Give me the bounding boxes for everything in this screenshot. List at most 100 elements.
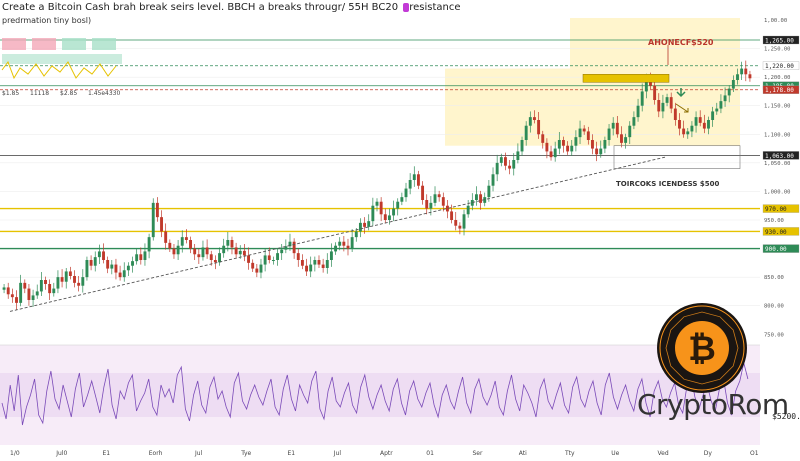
candle-body [736,74,739,80]
candle-body [226,240,230,246]
candle-body [566,145,570,152]
candle-body [168,242,172,249]
x-axis-label: Ser [473,450,484,457]
y-axis-label: 800.00 [764,304,784,310]
candle-body [151,202,155,238]
title-suffix: resistance [409,2,461,13]
candle-body [321,264,325,268]
price-tag-text: 900.00 [765,246,787,253]
price-tag-text: 1,265.00 [765,38,794,45]
indicator-tile [2,38,26,50]
x-axis-label: Aptr [380,450,393,457]
bitcoin-logo-coin [675,321,729,375]
candle-body [690,125,694,132]
candle-body [412,174,416,180]
candle-body [657,100,661,112]
candle-body [595,148,599,155]
candle-body [396,201,400,209]
candle-body [135,254,139,262]
arrow-down-icon [676,88,686,98]
candle-body [89,260,93,266]
candle-body [234,247,238,255]
candle-body [350,237,354,249]
candle-body [110,264,114,269]
x-axis-label: 01 [426,450,434,457]
price-tag-box [762,35,800,45]
candle-body [230,240,234,248]
rsi-line [1,362,749,426]
candle-body [93,257,97,266]
candle-body [68,271,72,276]
candle-body [678,120,681,129]
indicator-tile [92,38,116,50]
x-axis-label: 1/0 [10,450,20,457]
y-axis-label: 1,250.00 [764,47,791,53]
candle-body [533,117,536,120]
indicator-sparkline [1,60,117,80]
candle-body [470,200,474,206]
y-axis-label: 1,100.00 [764,132,791,138]
candle-body [64,271,68,282]
candle-body [719,101,723,109]
x-axis-label: Ue [611,450,619,457]
candle-body [673,108,677,120]
candle-body [342,241,346,246]
candle-body [329,251,333,260]
y-axis-label: 750.00 [764,332,784,338]
candle-body [628,125,632,138]
x-axis-label: Jul0 [55,450,67,457]
y-axis-label: 1,200.00 [764,75,791,81]
annotation-top-label: AHONECF$520 [648,38,714,47]
candle-body [707,120,710,129]
candle-body [416,174,420,186]
y-axis-label: 1,050.00 [764,161,791,167]
x-axis-label: Eorh [149,450,163,457]
candle-body [636,105,640,118]
candle-body [545,142,549,152]
candle-body [611,122,615,129]
candle-body [313,260,317,265]
highlight-zone-top [570,18,740,69]
x-axis-label: Jul [194,450,203,457]
candle-body [404,188,408,198]
candle-body [553,148,557,158]
candle-body [122,270,126,278]
candle-body [740,68,744,75]
candle-body [512,160,516,169]
price-tag-box [762,85,800,94]
price-tag-box [762,151,800,160]
candle-body [425,200,429,209]
candle-body [711,111,715,120]
candle-body [516,151,520,160]
candle-body [731,80,735,89]
candle-body [288,241,292,247]
annotation-mid-label: TOIRCOKS ICENDESS $500 [616,180,720,188]
candle-body [81,277,85,286]
candle-body [387,215,391,220]
candle-body [450,211,454,220]
x-axis-label: O1 [750,450,759,457]
indicator-value-3: $2.85 [60,90,78,97]
candle-body [686,131,690,135]
candle-body [238,250,242,255]
candle-body [197,254,201,258]
candle-body [300,260,304,266]
candle-body [508,165,512,169]
candle-body [541,134,545,143]
candle-body [437,194,441,198]
indicator-value-1: $1.85 [2,90,20,97]
chart-title: Create a Bitcoin Cash brah break seirs l… [2,2,461,13]
price-tag-box [762,227,800,236]
candle-body [578,128,582,138]
candle-body [661,102,665,112]
candle-body [309,264,313,272]
candle-body [131,261,134,266]
candle-body [462,214,466,229]
candle-body [201,247,205,258]
candle-body [317,260,321,265]
candle-body [599,148,603,155]
candle-body [574,137,578,146]
candle-body [358,222,362,232]
candle-body [620,134,623,143]
candle-body [31,295,35,300]
